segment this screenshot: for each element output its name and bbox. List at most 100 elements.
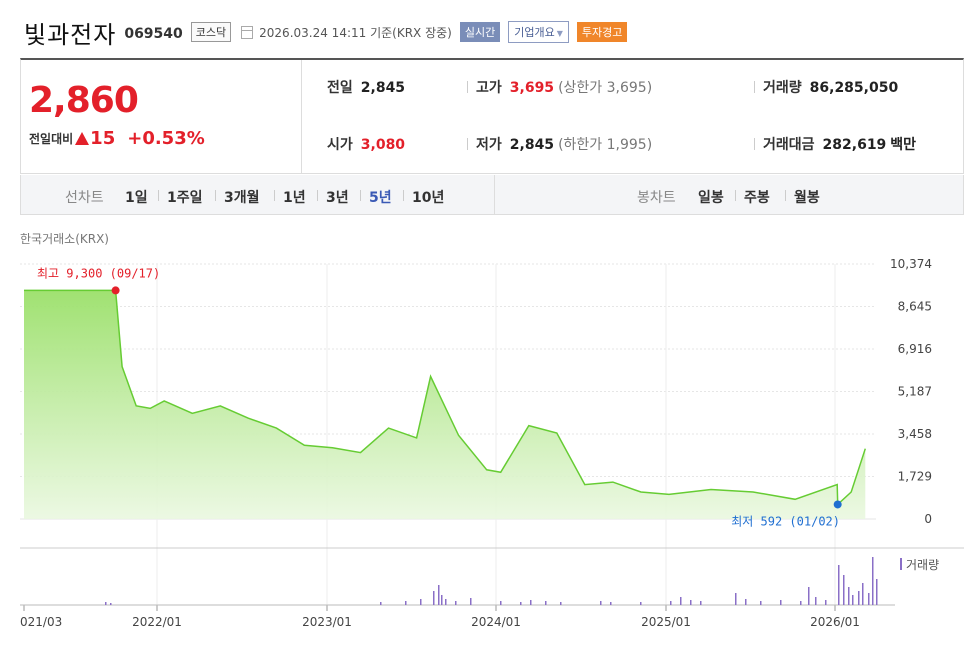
volume-bar <box>815 597 817 605</box>
volume-bar <box>433 591 435 605</box>
volume-legend-label: 거래량 <box>906 558 939 572</box>
y-tick-label: 5,187 <box>898 385 932 399</box>
quote-panel: 2,860 전일대비 15 +0.53% 전일 2,845 고가 3,695 (… <box>20 58 964 174</box>
low-value: 2,845 <box>509 137 555 153</box>
current-price-panel: 2,860 전일대비 15 +0.53% <box>21 60 302 174</box>
x-tick-label: 2023/01 <box>302 615 352 629</box>
stock-header: 빛과전자 069540 코스닥 2026.03.24 14:11 기준(KRX … <box>24 14 628 50</box>
high-price: 고가 3,695 (상한가 3,695) <box>476 77 652 97</box>
volume-bar <box>680 597 682 605</box>
y-tick-label: 3,458 <box>898 427 932 441</box>
prev-close: 전일 2,845 <box>327 77 405 97</box>
volume-label: 거래량 <box>763 80 802 96</box>
volume-bar <box>838 565 840 605</box>
divider <box>274 190 275 201</box>
volume-bar <box>868 593 870 605</box>
y-tick-label: 8,645 <box>898 300 932 314</box>
candle-monthly[interactable]: 월봉 <box>794 190 820 206</box>
quote-basis-time: 2026.03.24 14:11 기준(KRX 장중) <box>259 25 452 40</box>
volume-bar <box>110 603 112 605</box>
divider <box>754 81 755 93</box>
volume-bar <box>500 601 502 605</box>
price-chart[interactable]: 10,374 8,645 6,916 5,187 3,458 1,729 0 021/03 2… <box>0 215 965 648</box>
amount-value: 282,619 <box>822 137 887 153</box>
chart-source-label: 한국거래소(KRX) <box>20 232 109 246</box>
chevron-down-icon: ▼ <box>556 29 563 38</box>
volume-bar <box>380 602 382 605</box>
low-label: 저가 <box>476 137 502 153</box>
divider <box>215 190 216 201</box>
volume-bar <box>455 601 457 605</box>
amount-label: 거래대금 <box>763 137 815 153</box>
chart-period-bar: 선차트 1일 1주일 3개월 1년 3년 5년 10년 봉차트 일봉 주봉 월봉 <box>20 175 964 215</box>
volume-bar <box>445 599 447 605</box>
min-price-label: 최저 592 (01/02) <box>731 514 840 528</box>
volume-bar <box>745 599 747 605</box>
period-1w[interactable]: 1주일 <box>167 190 203 206</box>
open-price: 시가 3,080 <box>327 134 405 154</box>
divider <box>403 190 404 201</box>
volume-bars <box>105 557 878 605</box>
volume-bar <box>862 583 864 605</box>
y-tick-label: 0 <box>924 512 932 526</box>
x-axis-ticks: 021/03 2022/01 2023/01 2024/01 2025/01 2026/0… <box>20 615 860 629</box>
divider <box>467 81 468 93</box>
volume-bar <box>420 599 422 605</box>
company-overview-dropdown[interactable]: 기업개요 ▼ <box>508 21 569 43</box>
stock-code: 069540 <box>124 26 183 42</box>
y-tick-label: 10,374 <box>890 257 932 271</box>
change-percent: +0.53% <box>127 128 205 149</box>
volume-bar <box>690 600 692 605</box>
candle-chart-label: 봉차트 <box>637 190 676 206</box>
market-badge: 코스닥 <box>190 22 232 42</box>
lower-limit: (하한가 1,995) <box>558 137 653 153</box>
company-overview-label: 기업개요 <box>514 26 555 39</box>
x-tick-label: 2026/01 <box>810 615 860 629</box>
divider <box>467 138 468 150</box>
divider <box>754 138 755 150</box>
period-3m[interactable]: 3개월 <box>224 190 260 206</box>
min-price-marker <box>833 500 842 509</box>
volume-bar <box>858 591 860 605</box>
x-tick-label: 021/03 <box>20 615 62 629</box>
open-label: 시가 <box>327 137 353 153</box>
prev-close-label: 전일 <box>327 80 353 96</box>
volume-bar <box>105 602 107 605</box>
period-3y[interactable]: 3년 <box>326 190 349 206</box>
change-label: 전일대비 <box>29 132 74 146</box>
volume-bar <box>852 595 854 605</box>
period-10y[interactable]: 10년 <box>412 190 445 206</box>
volume-bar <box>640 602 642 605</box>
period-1y[interactable]: 1년 <box>283 190 306 206</box>
up-arrow-icon <box>75 132 90 145</box>
volume-bar <box>700 601 702 605</box>
volume-bar <box>825 600 827 605</box>
investment-warning-badge[interactable]: 투자경고 <box>576 22 628 42</box>
volume-bar <box>800 601 802 605</box>
candle-daily[interactable]: 일봉 <box>698 190 724 206</box>
realtime-button[interactable]: 실시간 <box>459 22 501 42</box>
volume-bar <box>670 601 672 605</box>
y-axis-ticks: 10,374 8,645 6,916 5,187 3,458 1,729 0 <box>890 257 932 526</box>
volume-bar <box>470 598 472 605</box>
volume-bar <box>780 600 782 605</box>
calendar-icon <box>241 25 254 39</box>
volume-bar <box>876 579 878 605</box>
volume-bar <box>560 602 562 605</box>
divider <box>158 190 159 201</box>
open-value: 3,080 <box>360 137 406 153</box>
volume-value: 86,285,050 <box>809 80 899 96</box>
x-tick-label: 2022/01 <box>132 615 182 629</box>
stock-name: 빛과전자 <box>24 20 117 49</box>
divider <box>735 190 736 201</box>
period-5y[interactable]: 5년 <box>369 190 392 206</box>
volume-bar <box>843 575 845 605</box>
candle-weekly[interactable]: 주봉 <box>744 190 770 206</box>
x-tick-label: 2025/01 <box>641 615 691 629</box>
volume-bar <box>530 600 532 605</box>
max-price-label: 최고 9,300 (09/17) <box>37 266 160 280</box>
high-value: 3,695 <box>509 80 555 96</box>
period-1d[interactable]: 1일 <box>125 190 148 206</box>
volume-bar <box>520 602 522 605</box>
volume-bar <box>405 601 407 605</box>
